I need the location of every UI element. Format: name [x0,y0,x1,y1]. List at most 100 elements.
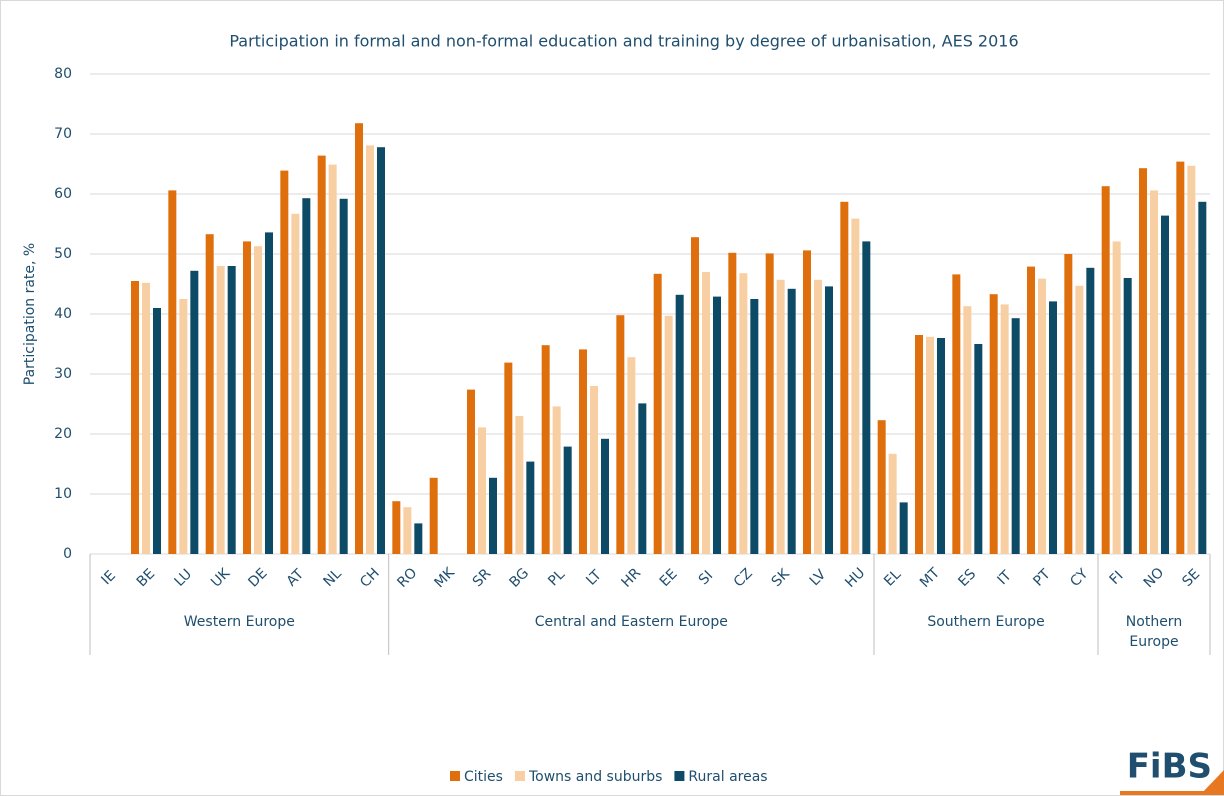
logo: FiBS [1127,747,1212,787]
bar [877,420,886,554]
bar [227,266,236,554]
x-tick-label: IT [995,568,1016,589]
bar [915,335,923,554]
x-tick-label: CH [357,565,383,591]
bar [664,315,673,554]
y-tick-label: 10 [54,486,72,502]
bar [1064,254,1073,554]
x-tick-label: ES [955,566,979,590]
legend-label: Towns and suburbs [528,769,662,785]
x-tick-label: CZ [731,565,756,590]
y-tick-label: 0 [63,546,72,562]
bar [728,252,737,555]
bar [1176,161,1185,554]
bar [739,273,748,554]
x-tick-label: HU [842,565,868,591]
legend-swatch [514,771,525,781]
x-tick-label: HR [619,565,645,591]
bar [926,336,934,554]
bar [280,170,289,554]
group-label: Southern Europe [927,614,1045,630]
bar [1198,201,1207,555]
bar [590,386,598,554]
bar [179,299,188,554]
x-tick-label: LT [583,567,605,589]
bar [713,296,721,554]
bar [1086,267,1095,554]
x-tick-label: BG [507,565,533,591]
bar [675,294,684,554]
y-tick-label: 30 [54,366,72,382]
bar [328,164,337,554]
x-tick-label: PL [545,566,568,589]
bar [317,155,326,554]
x-tick-label: UK [208,565,234,591]
bar [1011,318,1020,554]
bar [803,250,811,554]
x-tick-label: CY [1067,566,1091,590]
legend-label: Rural areas [688,769,767,785]
x-tick-label: EL [881,566,904,589]
bar [355,123,363,554]
bar [1112,241,1121,554]
bar [776,279,785,554]
x-tick-label: PT [1030,566,1054,590]
bar [541,345,550,554]
bar [131,281,139,554]
bar [1187,165,1196,555]
bar [142,282,150,554]
bar [414,523,423,554]
x-tick-label: DE [245,565,270,590]
x-tick-label: MT [917,565,943,591]
bar [702,272,710,554]
x-tick-label: NO [1141,565,1168,592]
bar [1101,186,1110,554]
bar [840,201,849,555]
bar [616,315,625,554]
bar [691,237,699,554]
bar [302,198,311,554]
y-tick-label: 70 [54,126,72,142]
bar [888,453,897,554]
bar [1027,266,1035,554]
bar [1150,190,1158,554]
bar [814,279,822,554]
y-tick-label: 60 [54,186,72,202]
bar [787,288,796,554]
bar [504,362,513,554]
bar [190,270,199,554]
bar [1049,301,1057,554]
bar [168,190,177,554]
x-tick-label: SR [470,566,495,591]
x-tick-label: LV [807,566,830,589]
x-tick-label: LU [172,566,196,590]
x-tick-label: EE [657,566,681,590]
x-tick-label: RO [394,565,420,591]
x-tick-label: NL [321,566,345,590]
bar [467,389,475,554]
y-tick-label: 20 [54,426,72,442]
bar [937,338,945,554]
bar [392,501,401,554]
bar [153,308,161,554]
bar [1000,304,1009,554]
bar [627,357,636,554]
bar [291,213,300,555]
bar [963,306,972,554]
group-label: Western Europe [183,614,295,630]
legend-swatch [674,771,685,781]
y-tick-label: 40 [54,306,72,322]
bar [1123,278,1132,554]
bar [601,438,609,554]
bar [243,241,251,554]
bar [205,234,214,554]
chart-title: Participation in formal and non-formal e… [229,32,1018,51]
bar [862,241,871,554]
bar [1139,168,1147,554]
x-tick-label: SI [696,568,717,589]
logo-corner [1200,770,1224,795]
bar [974,344,983,554]
bar [1038,278,1046,554]
bar [563,446,572,554]
